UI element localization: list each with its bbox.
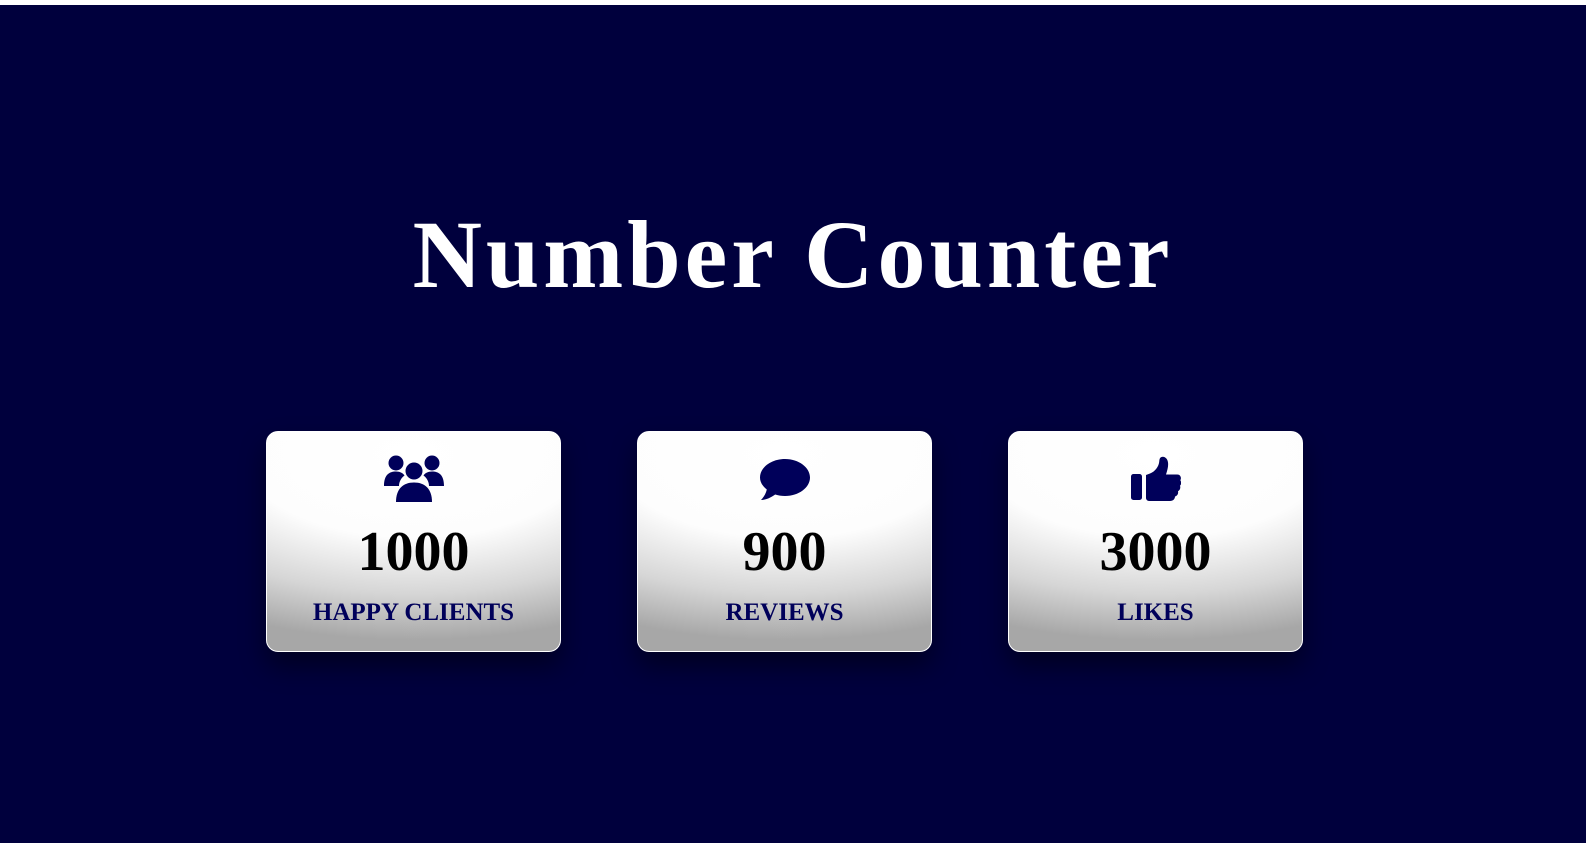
page-title: Number Counter <box>412 201 1174 308</box>
counter-card-likes: 3000 LIKES <box>1008 431 1303 652</box>
counter-label: LIKES <box>1117 599 1194 626</box>
counter-value: 3000 <box>1099 521 1212 583</box>
counter-cards: 1000 HAPPY CLIENTS 900 REVIEWS <box>0 431 1586 653</box>
users-icon <box>267 454 560 504</box>
counter-value: 1000 <box>357 521 470 583</box>
counter-card-happy-clients: 1000 HAPPY CLIENTS <box>266 431 561 652</box>
thumbs-up-icon <box>1009 454 1302 504</box>
page-background: Number Counter 1000 HAPPY CLIENTS <box>0 5 1586 843</box>
comment-icon <box>638 454 931 504</box>
counter-value: 900 <box>742 521 827 583</box>
counter-card-reviews: 900 REVIEWS <box>637 431 932 652</box>
counter-label: HAPPY CLIENTS <box>312 599 515 626</box>
counter-label: REVIEWS <box>725 599 844 626</box>
